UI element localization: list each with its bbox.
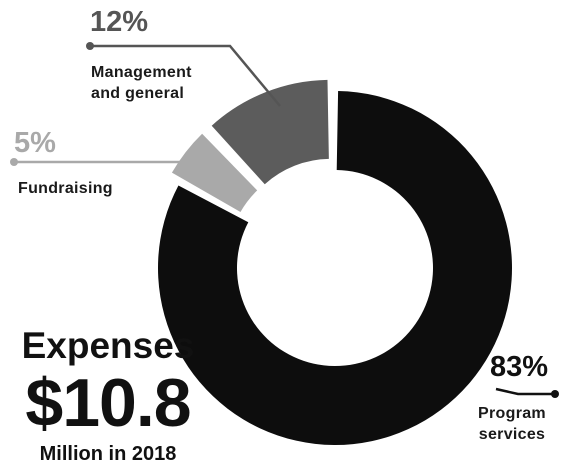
slice-category-label: Program services	[478, 405, 546, 443]
summary-amount: $10.8	[25, 365, 191, 441]
leader-dot	[10, 158, 18, 166]
expenses-summary: Expenses $10.8 Million in 2018	[8, 325, 208, 467]
summary-heading: Expenses	[21, 325, 195, 366]
slice-category-label: Management and general	[91, 64, 192, 102]
slice-percent-label: 12%	[90, 6, 148, 38]
leader-dot	[551, 390, 559, 398]
donut-slice	[211, 79, 329, 185]
leader-line	[495, 387, 555, 396]
leader-dot	[86, 42, 94, 50]
slice-percent-label: 83%	[490, 351, 548, 383]
leader-line	[90, 44, 281, 107]
slice-percent-label: 5%	[14, 127, 56, 159]
slice-category-label: Fundraising	[18, 180, 113, 197]
summary-unit: Million in 2018	[39, 443, 177, 465]
donut-slice	[157, 91, 512, 445]
donut-slice	[171, 133, 258, 212]
